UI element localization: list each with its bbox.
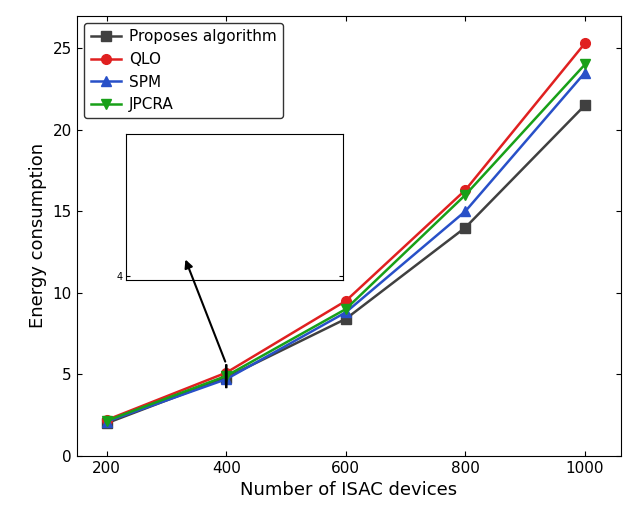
Line: SPM: SPM	[102, 68, 590, 426]
Y-axis label: Energy consumption: Energy consumption	[29, 143, 47, 328]
SPM	[581, 69, 589, 76]
QLO	[223, 369, 230, 376]
X-axis label: Number of ISAC devices: Number of ISAC devices	[240, 481, 458, 499]
QLO	[461, 187, 469, 193]
Proposes algorithm	[461, 224, 469, 231]
Line: QLO: QLO	[102, 38, 590, 425]
Proposes algorithm	[103, 420, 111, 426]
Proposes algorithm	[223, 375, 230, 381]
SPM	[461, 208, 469, 214]
JPCRA	[342, 306, 349, 312]
Proposes algorithm	[581, 102, 589, 108]
QLO	[103, 417, 111, 423]
QLO	[581, 40, 589, 47]
JPCRA	[223, 373, 230, 379]
SPM	[223, 376, 230, 382]
SPM	[103, 419, 111, 425]
JPCRA	[461, 192, 469, 198]
QLO	[342, 298, 349, 304]
JPCRA	[581, 61, 589, 67]
Line: Proposes algorithm: Proposes algorithm	[102, 100, 590, 428]
Legend: Proposes algorithm, QLO, SPM, JPCRA: Proposes algorithm, QLO, SPM, JPCRA	[84, 23, 283, 118]
Line: JPCRA: JPCRA	[102, 60, 590, 426]
Proposes algorithm	[342, 316, 349, 322]
SPM	[342, 309, 349, 315]
JPCRA	[103, 418, 111, 424]
